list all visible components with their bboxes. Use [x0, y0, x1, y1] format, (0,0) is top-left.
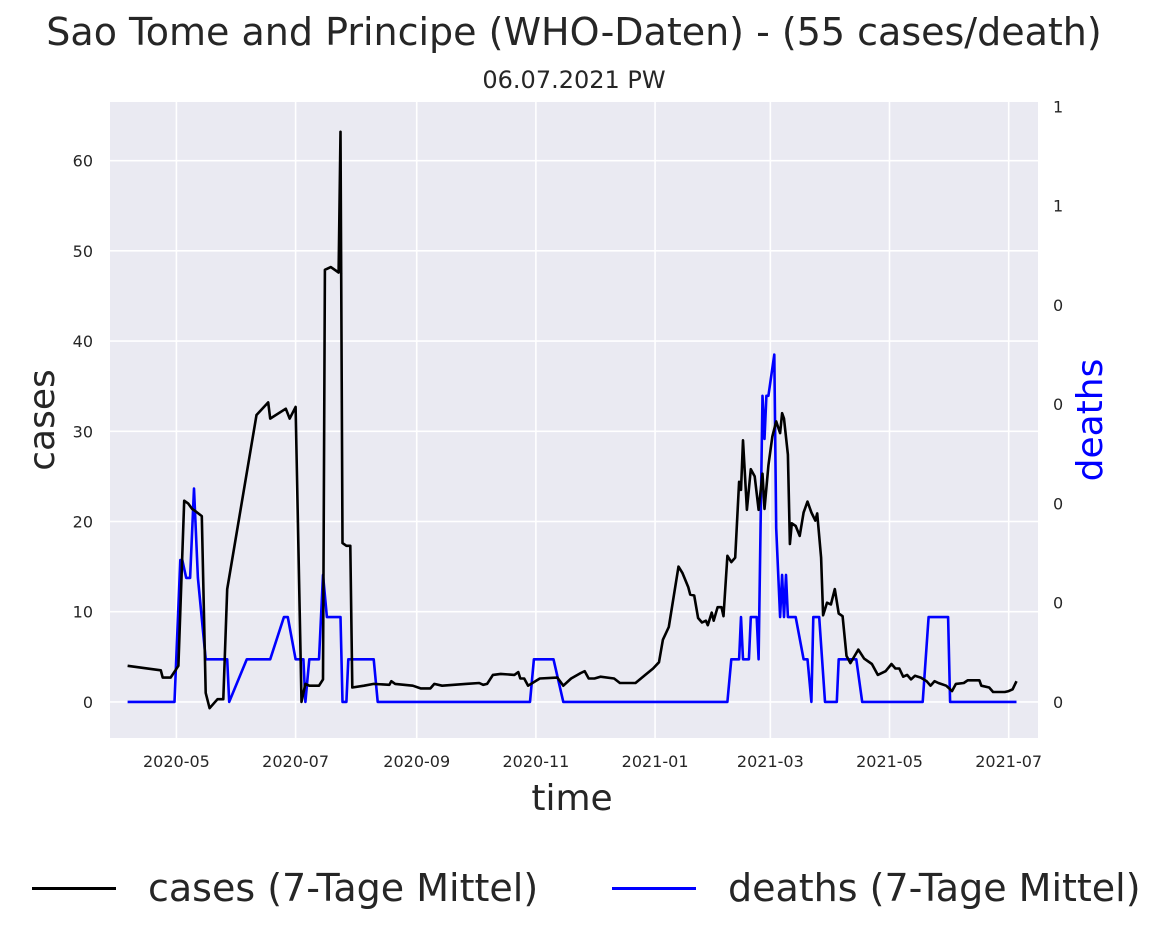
x-tick-label: 2020-07 — [262, 752, 329, 771]
plot-area — [110, 102, 1038, 738]
legend-item-cases: cases (7-Tage Mittel) — [32, 858, 538, 918]
x-tick-label: 2021-03 — [737, 752, 804, 771]
y2-tick-label: 0 — [1053, 395, 1063, 414]
y2-tick-label: 0 — [1053, 494, 1063, 513]
y-tick-label: 60 — [73, 152, 93, 171]
y-tick-label: 20 — [73, 512, 93, 531]
y2-tick-labels: 0 0 0 0 0 1 1 — [1053, 97, 1063, 711]
y-tick-labels: 0 10 20 30 40 50 60 — [73, 152, 93, 712]
y2-tick-label: 0 — [1053, 594, 1063, 613]
chart-plot: 2020-05 2020-07 2020-09 2020-11 2021-01 2021-… — [22, 97, 1111, 819]
y-tick-label: 10 — [73, 603, 93, 622]
y2-tick-label: 0 — [1053, 296, 1063, 315]
legend-swatch-deaths — [612, 886, 696, 890]
chart-title: Sao Tome and Principe (WHO-Daten) - (55 … — [46, 10, 1102, 54]
y2-tick-label: 1 — [1053, 197, 1063, 216]
deaths-line — [127, 353, 1017, 704]
x-axis-label: time — [531, 778, 612, 819]
legend-item-deaths: deaths (7-Tage Mittel) — [612, 858, 1141, 918]
cases-line — [127, 130, 1018, 710]
series-layer — [127, 130, 1018, 710]
legend: cases (7-Tage Mittel) deaths (7-Tage Mit… — [0, 858, 1161, 918]
x-tick-label: 2021-01 — [622, 752, 689, 771]
y-tick-label: 40 — [73, 332, 93, 351]
y-tick-label: 0 — [83, 693, 93, 712]
chart-subtitle: 06.07.2021 PW — [482, 66, 666, 94]
y-axis-label: cases — [22, 369, 63, 471]
x-tick-labels: 2020-05 2020-07 2020-09 2020-11 2021-01 2021-… — [143, 752, 1042, 771]
y2-tick-label: 1 — [1053, 97, 1063, 116]
legend-label-deaths: deaths (7-Tage Mittel) — [728, 866, 1141, 910]
y2-axis-label: deaths — [1070, 359, 1111, 482]
x-tick-label: 2021-07 — [975, 752, 1042, 771]
x-tick-label: 2020-11 — [502, 752, 569, 771]
y2-tick-label: 0 — [1053, 693, 1063, 712]
y-tick-label: 50 — [73, 242, 93, 261]
legend-swatch-cases — [32, 886, 116, 890]
x-tick-label: 2020-05 — [143, 752, 210, 771]
x-tick-label: 2021-05 — [856, 752, 923, 771]
x-gridlines — [175, 102, 1010, 738]
legend-label-cases: cases (7-Tage Mittel) — [148, 866, 539, 910]
x-tick-label: 2020-09 — [383, 752, 450, 771]
y-tick-label: 30 — [73, 422, 93, 441]
